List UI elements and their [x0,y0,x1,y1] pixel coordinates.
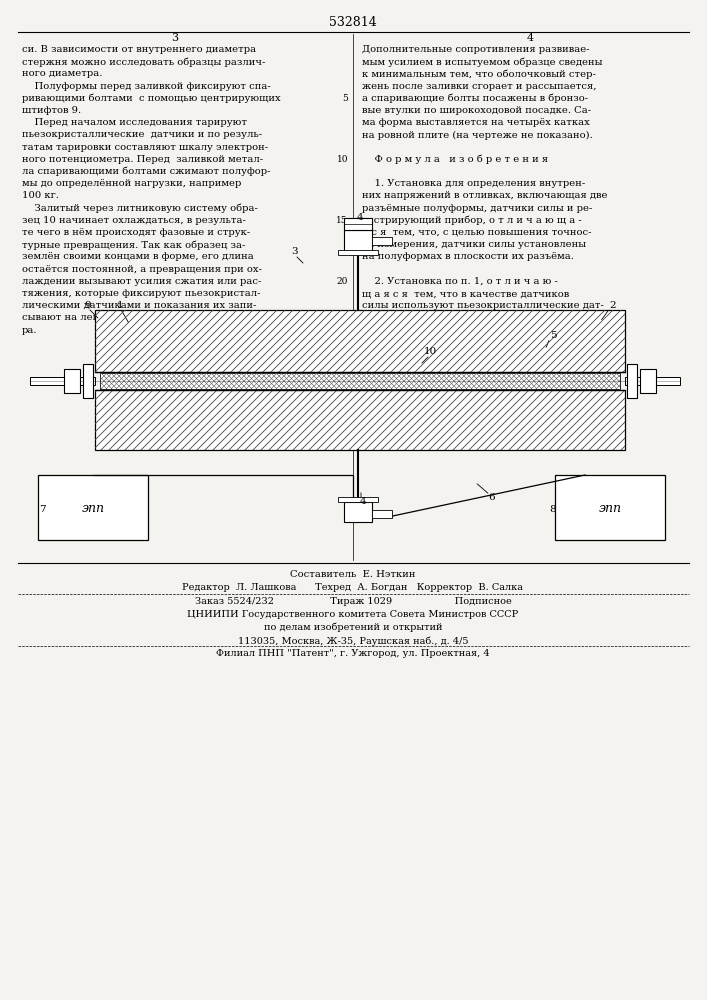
Text: на ровной плите (на чертеже не показано).: на ровной плите (на чертеже не показано)… [362,130,592,140]
Text: ма форма выставляется на четырёх катках: ма форма выставляется на четырёх катках [362,118,590,127]
Text: эпп: эпп [599,502,621,514]
Text: 5: 5 [549,330,556,340]
Text: 1. Установка для определения внутрен-: 1. Установка для определения внутрен- [362,179,585,188]
Bar [38,475,148,540]
Text: по делам изобретений и открытий: по делам изобретений и открытий [264,623,443,633]
Text: 6: 6 [489,493,496,502]
Bar [627,364,637,398]
Bar [95,390,625,450]
Text: них напряжений в отливках, включающая две: них напряжений в отливках, включающая дв… [362,191,607,200]
Text: стержня можно исследовать образцы различ-: стержня можно исследовать образцы различ… [22,57,265,67]
Bar [30,377,95,385]
Text: Редактор  Л. Лашкова      Техред  А. Богдан   Корректор  В. Салка: Редактор Л. Лашкова Техред А. Богдан Кор… [182,583,523,592]
Text: Составитель  Е. Нэткин: Составитель Е. Нэткин [291,570,416,579]
Text: 2: 2 [609,300,617,310]
Text: эпп: эпп [81,502,105,514]
Bar [372,510,392,518]
Text: Ф о р м у л а   и з о б р е т е н и я: Ф о р м у л а и з о б р е т е н и я [362,155,548,164]
Bar [625,377,680,385]
Bar [640,369,656,393]
Text: 4: 4 [357,213,363,222]
Text: чики.: чики. [362,313,391,322]
Text: 10: 10 [337,155,348,164]
Text: остаётся постоянной, а превращения при ох-: остаётся постоянной, а превращения при о… [22,265,262,274]
Text: Дополнительные сопротивления развивае-: Дополнительные сопротивления развивае- [362,45,590,54]
Text: 7: 7 [39,506,45,514]
Bar [555,475,665,540]
Text: к минимальным тем, что оболочковый стер-: к минимальным тем, что оболочковый стер- [362,69,596,79]
Text: землён своими концами в форме, его длина: землён своими концами в форме, его длина [22,252,254,261]
Text: гистрирующий прибор, о т л и ч а ю щ а -: гистрирующий прибор, о т л и ч а ю щ а - [362,216,582,225]
Text: Перед началом исследования тарируют: Перед началом исследования тарируют [22,118,247,127]
Text: я с я  тем, что, с целью повышения точнос-: я с я тем, что, с целью повышения точнос… [362,228,592,237]
Text: зец 10 начинает охлаждаться, в результа-: зец 10 начинает охлаждаться, в результа- [22,216,246,225]
Text: 100 кг.: 100 кг. [22,191,59,200]
Text: штифтов 9.: штифтов 9. [22,106,81,115]
Text: силы используют пьезокристаллические дат-: силы используют пьезокристаллические дат… [362,301,604,310]
Text: те чего в нём происходят фазовые и струк-: те чего в нём происходят фазовые и струк… [22,228,250,237]
Text: 25: 25 [337,326,348,335]
Text: щ а я с я  тем, что в качестве датчиков: щ а я с я тем, что в качестве датчиков [362,289,569,298]
Text: 4: 4 [527,33,534,43]
Text: разъёмные полуформы, датчики силы и ре-: разъёмные полуформы, датчики силы и ре- [362,204,592,213]
Text: Залитый через литниковую систему обра-: Залитый через литниковую систему обра- [22,204,258,213]
Text: лаждении вызывают усилия сжатия или рас-: лаждении вызывают усилия сжатия или рас- [22,277,262,286]
Text: 20: 20 [337,277,348,286]
Text: на полуформах в плоскости их разъёма.: на полуформах в плоскости их разъёма. [362,252,574,261]
Text: 15: 15 [337,216,348,225]
Text: сывают на ленте электронного потенциомет-: сывают на ленте электронного потенциомет… [22,313,262,322]
Bar [372,237,392,245]
Text: ного диаметра.: ного диаметра. [22,69,103,78]
Text: 5: 5 [342,94,348,103]
Bar [344,218,372,230]
Text: си. В зависимости от внутреннего диаметра: си. В зависимости от внутреннего диаметр… [22,45,256,54]
Bar [344,230,372,252]
Text: пьезокристаллические  датчики и по резуль-: пьезокристаллические датчики и по резуль… [22,130,262,139]
Text: жень после заливки сгорает и рассыпается,: жень после заливки сгорает и рассыпается… [362,82,597,91]
Text: ра.: ра. [22,326,37,335]
Bar [338,497,378,502]
Text: 2. Установка по п. 1, о т л и ч а ю -: 2. Установка по п. 1, о т л и ч а ю - [362,277,558,286]
Text: ти измерения, датчики силы установлены: ти измерения, датчики силы установлены [362,240,586,249]
Text: ривающими болтами  с помощью центрирующих: ривающими болтами с помощью центрирующих [22,94,281,103]
Text: 532814: 532814 [329,15,377,28]
Text: ного потенциометра. Перед  заливкой метал-: ного потенциометра. Перед заливкой метал… [22,155,263,164]
Bar [83,364,93,398]
Text: 10: 10 [423,348,437,357]
Bar [95,310,625,372]
Text: вые втулки по широкоходовой посадке. Са-: вые втулки по широкоходовой посадке. Са- [362,106,591,115]
Text: Филиал ПНП "Патент", г. Ужгород, ул. Проектная, 4: Филиал ПНП "Патент", г. Ужгород, ул. Про… [216,649,490,658]
Bar [338,250,378,255]
Text: 9: 9 [85,300,91,310]
Text: 1: 1 [117,300,123,310]
Text: а спаривающие болты посажены в бронзо-: а спаривающие болты посажены в бронзо- [362,94,588,103]
Text: 3: 3 [292,247,298,256]
Text: 3: 3 [171,33,179,43]
Text: Полуформы перед заливкой фиксируют спа-: Полуформы перед заливкой фиксируют спа- [22,82,271,91]
Text: 8: 8 [549,506,556,514]
Text: 113035, Москва, Ж-35, Раушская наб., д. 4/5: 113035, Москва, Ж-35, Раушская наб., д. … [238,636,468,646]
Bar [100,373,620,389]
Text: Заказ 5524/232                  Тираж 1029                    Подписное: Заказ 5524/232 Тираж 1029 Подписное [194,597,511,606]
Text: мым усилием в испытуемом образце сведены: мым усилием в испытуемом образце сведены [362,57,602,67]
Text: татам тарировки составляют шкалу электрон-: татам тарировки составляют шкалу электро… [22,143,268,152]
Text: турные превращения. Так как образец за-: турные превращения. Так как образец за- [22,240,245,250]
Text: 4: 4 [360,497,366,506]
Text: лическими датчиками и показания их запи-: лическими датчиками и показания их запи- [22,301,257,310]
Bar [64,369,80,393]
Text: тяжения, которые фиксируют пьезокристал-: тяжения, которые фиксируют пьезокристал- [22,289,260,298]
Text: мы до определённой нагрузки, например: мы до определённой нагрузки, например [22,179,241,188]
Text: ла спаривающими болтами сжимают полуфор-: ла спаривающими болтами сжимают полуфор- [22,167,271,176]
Bar [344,502,372,522]
Text: ЦНИИПИ Государственного комитета Совета Министров СССР: ЦНИИПИ Государственного комитета Совета … [187,610,519,619]
